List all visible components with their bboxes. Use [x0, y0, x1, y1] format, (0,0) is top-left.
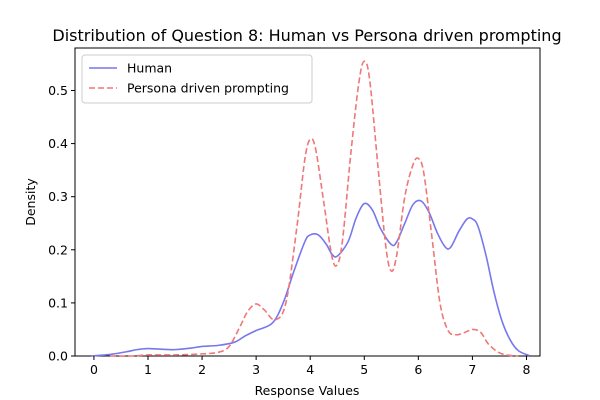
y-tick-label: 0.1 — [48, 295, 68, 310]
x-tick-label: 0 — [90, 362, 98, 377]
x-tick-label: 1 — [144, 362, 152, 377]
series-line-human — [91, 199, 530, 357]
y-tick-label: 0.3 — [48, 189, 68, 204]
y-tick-label: 0.4 — [48, 136, 68, 151]
y-tick-label: 0.2 — [48, 242, 68, 257]
legend: Human Persona driven prompting — [81, 54, 313, 104]
legend-label-human: Human — [127, 61, 172, 76]
x-tick-label: 6 — [414, 362, 422, 377]
y-tick-label: 0.5 — [48, 83, 68, 98]
chart-title: Distribution of Question 8: Human vs Per… — [52, 26, 561, 45]
x-tick-label: 5 — [360, 362, 368, 377]
plot-area: 0 1 2 3 4 5 6 7 8 0.0 0.1 0.2 0.3 0.4 0.5 — [48, 47, 541, 377]
y-axis-label: Density — [23, 178, 38, 226]
series-line-persona-driven-prompting — [110, 60, 519, 357]
legend-label-persona: Persona driven prompting — [127, 81, 289, 96]
x-axis-label: Response Values — [255, 383, 360, 398]
plot-frame — [74, 47, 541, 357]
series-layer — [91, 60, 530, 357]
x-tick-label: 2 — [198, 362, 206, 377]
x-tick-label: 7 — [468, 362, 476, 377]
y-axis: 0.0 0.1 0.2 0.3 0.4 0.5 — [48, 83, 75, 364]
x-tick-label: 3 — [252, 362, 260, 377]
x-tick-label: 8 — [523, 362, 531, 377]
x-axis: 0 1 2 3 4 5 6 7 8 — [90, 356, 531, 377]
y-tick-label: 0.0 — [48, 349, 68, 364]
legend-box — [81, 54, 313, 104]
x-tick-label: 4 — [306, 362, 314, 377]
